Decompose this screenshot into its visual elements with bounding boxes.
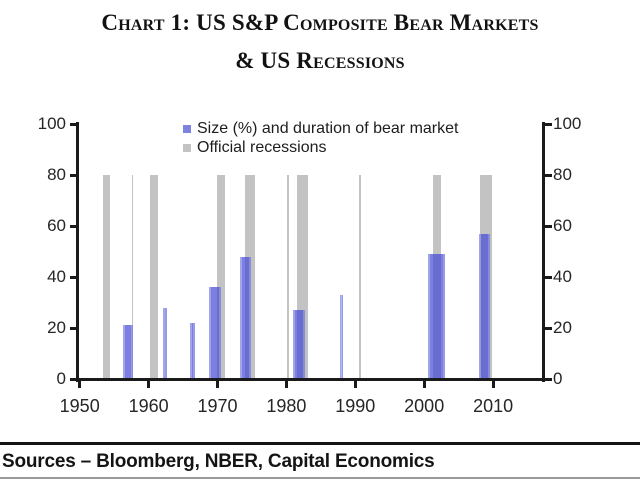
bear-market-bar (478, 233, 491, 379)
y-axis-label-right: 60 (553, 216, 572, 235)
x-axis-label: 1950 (59, 396, 100, 416)
y-axis-tick-right (545, 326, 552, 330)
footer-rule-bottom (0, 477, 640, 479)
bear-market-bar (189, 322, 196, 379)
x-axis-label: 1970 (197, 396, 238, 416)
legend-swatch-bear-market (183, 124, 191, 133)
x-axis-label: 1980 (266, 396, 307, 416)
x-axis-label: 1990 (335, 396, 376, 416)
y-axis-right (542, 122, 545, 382)
y-axis-label-right: 40 (553, 267, 572, 286)
y-axis-label-right: 0 (553, 369, 563, 388)
bear-market-bar (162, 307, 167, 379)
chart-title-line-1: Chart 1: US S&P Composite Bear Markets (101, 10, 539, 35)
y-axis-label-right: 100 (553, 114, 582, 133)
recession-bar (216, 175, 226, 379)
recession-bar (359, 175, 362, 379)
x-axis-tick (284, 381, 288, 388)
y-axis-tick-left (70, 275, 77, 279)
y-axis-tick-right (545, 275, 552, 279)
bear-market-bar (340, 294, 343, 379)
plot-area: 0 0 20 20 40 40 60 60 80 80 100 100 1950 1960 1970 1980… (37, 114, 582, 416)
y-axis-tick-left (70, 326, 77, 330)
legend-swatch-recessions (183, 143, 191, 152)
y-axis-label-left: 40 (47, 267, 66, 286)
legend-item-recessions: Official recessions (183, 138, 458, 157)
recession-bar (287, 175, 289, 379)
bear-market-bar (293, 310, 305, 379)
legend-label-bear-market: Size (%) and duration of bear market (197, 119, 459, 137)
chart-title-line-2: & US Recessions (235, 48, 405, 73)
x-axis-tick (78, 381, 82, 388)
x-axis-label: 1960 (128, 396, 169, 416)
y-axis-tick-right (545, 122, 552, 126)
legend-label-recessions: Official recessions (197, 138, 327, 156)
x-axis-label: 2000 (404, 396, 445, 416)
x-axis-tick (422, 381, 426, 388)
footer-rule-top (0, 442, 640, 445)
legend-item-bear-market: Size (%) and duration of bear market (183, 119, 458, 138)
recession-bar (103, 175, 110, 379)
y-axis-tick-right (545, 224, 552, 228)
x-axis-label: 2010 (473, 396, 514, 416)
x-axis-tick (491, 381, 495, 388)
recession-bar (131, 175, 134, 379)
y-axis-tick-left (70, 173, 77, 177)
y-axis-label-left: 20 (47, 318, 66, 337)
recession-bar (150, 175, 158, 379)
y-axis-label-left: 80 (47, 165, 66, 184)
sources-text: Sources – Bloomberg, NBER, Capital Econo… (2, 451, 435, 472)
y-axis-left (76, 122, 79, 382)
y-axis-label-left: 0 (56, 369, 66, 388)
bear-market-bar (239, 256, 251, 379)
y-axis-tick-left (70, 224, 77, 228)
y-axis-label-left: 100 (37, 114, 66, 133)
x-axis (76, 378, 545, 381)
y-axis-tick-right (545, 377, 552, 381)
y-axis-tick-right (545, 173, 552, 177)
y-axis-label-right: 20 (553, 318, 572, 337)
x-axis-tick (147, 381, 151, 388)
y-axis-tick-left (70, 122, 77, 126)
bear-market-bar (123, 325, 134, 379)
x-axis-tick (216, 381, 219, 388)
y-axis-tick-left (70, 377, 77, 381)
x-axis-tick (353, 381, 357, 388)
y-axis-label-right: 80 (553, 165, 572, 184)
recession-bar (296, 175, 309, 379)
legend: Size (%) and duration of bear market Off… (183, 119, 458, 157)
bear-market-bar (209, 287, 221, 379)
bear-market-bar (427, 254, 446, 379)
y-axis-label-left: 60 (47, 216, 66, 235)
